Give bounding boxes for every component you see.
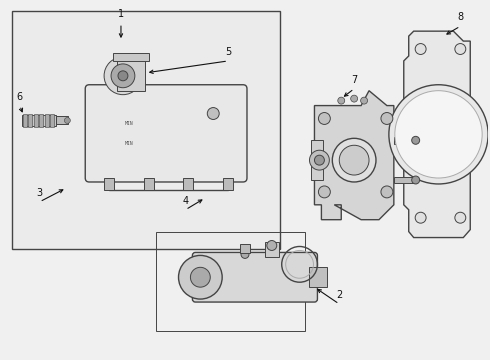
Circle shape <box>415 44 426 54</box>
Text: 4: 4 <box>182 196 189 206</box>
Circle shape <box>318 186 330 198</box>
Bar <box>104 178 114 190</box>
Text: 6: 6 <box>17 91 23 102</box>
Circle shape <box>267 240 277 251</box>
Bar <box>28 113 32 127</box>
Text: 1: 1 <box>118 9 124 19</box>
Circle shape <box>178 255 222 299</box>
Text: 2: 2 <box>336 290 343 300</box>
Bar <box>312 140 323 180</box>
Bar <box>23 113 26 127</box>
Text: MIN: MIN <box>124 121 133 126</box>
Circle shape <box>338 97 345 104</box>
Bar <box>39 113 43 127</box>
Circle shape <box>111 64 135 88</box>
Polygon shape <box>404 31 470 238</box>
Circle shape <box>310 150 329 170</box>
Circle shape <box>332 138 376 182</box>
Text: 8: 8 <box>457 12 464 22</box>
Circle shape <box>318 113 330 125</box>
Circle shape <box>241 251 249 258</box>
Circle shape <box>207 108 219 120</box>
Circle shape <box>389 85 488 184</box>
Bar <box>113 53 149 61</box>
Bar <box>12 11 280 249</box>
Circle shape <box>104 57 142 95</box>
Bar <box>117 59 145 91</box>
Text: MIN: MIN <box>124 141 133 146</box>
Bar <box>34 113 38 127</box>
Circle shape <box>455 44 466 54</box>
Bar <box>265 242 279 257</box>
Circle shape <box>118 71 128 81</box>
Bar <box>394 137 416 144</box>
Circle shape <box>381 113 393 125</box>
Bar <box>45 113 49 127</box>
Circle shape <box>455 212 466 223</box>
Text: 3: 3 <box>37 188 43 198</box>
Bar <box>144 178 154 190</box>
Circle shape <box>361 97 368 104</box>
Bar <box>310 267 327 287</box>
Bar <box>56 117 69 125</box>
Circle shape <box>64 117 71 123</box>
Circle shape <box>351 95 358 102</box>
Circle shape <box>412 136 419 144</box>
Bar <box>223 178 233 190</box>
FancyBboxPatch shape <box>193 252 318 302</box>
Text: 7: 7 <box>351 75 357 85</box>
Circle shape <box>339 145 369 175</box>
Circle shape <box>191 267 210 287</box>
Text: 5: 5 <box>225 47 231 57</box>
Circle shape <box>412 176 419 184</box>
Circle shape <box>395 91 482 178</box>
Bar <box>22 114 56 126</box>
Bar <box>50 113 54 127</box>
Polygon shape <box>315 91 394 220</box>
Bar <box>183 178 194 190</box>
Bar <box>394 176 416 184</box>
Bar <box>156 231 305 331</box>
FancyBboxPatch shape <box>85 85 247 182</box>
Circle shape <box>415 212 426 223</box>
Circle shape <box>315 155 324 165</box>
Bar <box>240 243 250 253</box>
Circle shape <box>381 186 393 198</box>
